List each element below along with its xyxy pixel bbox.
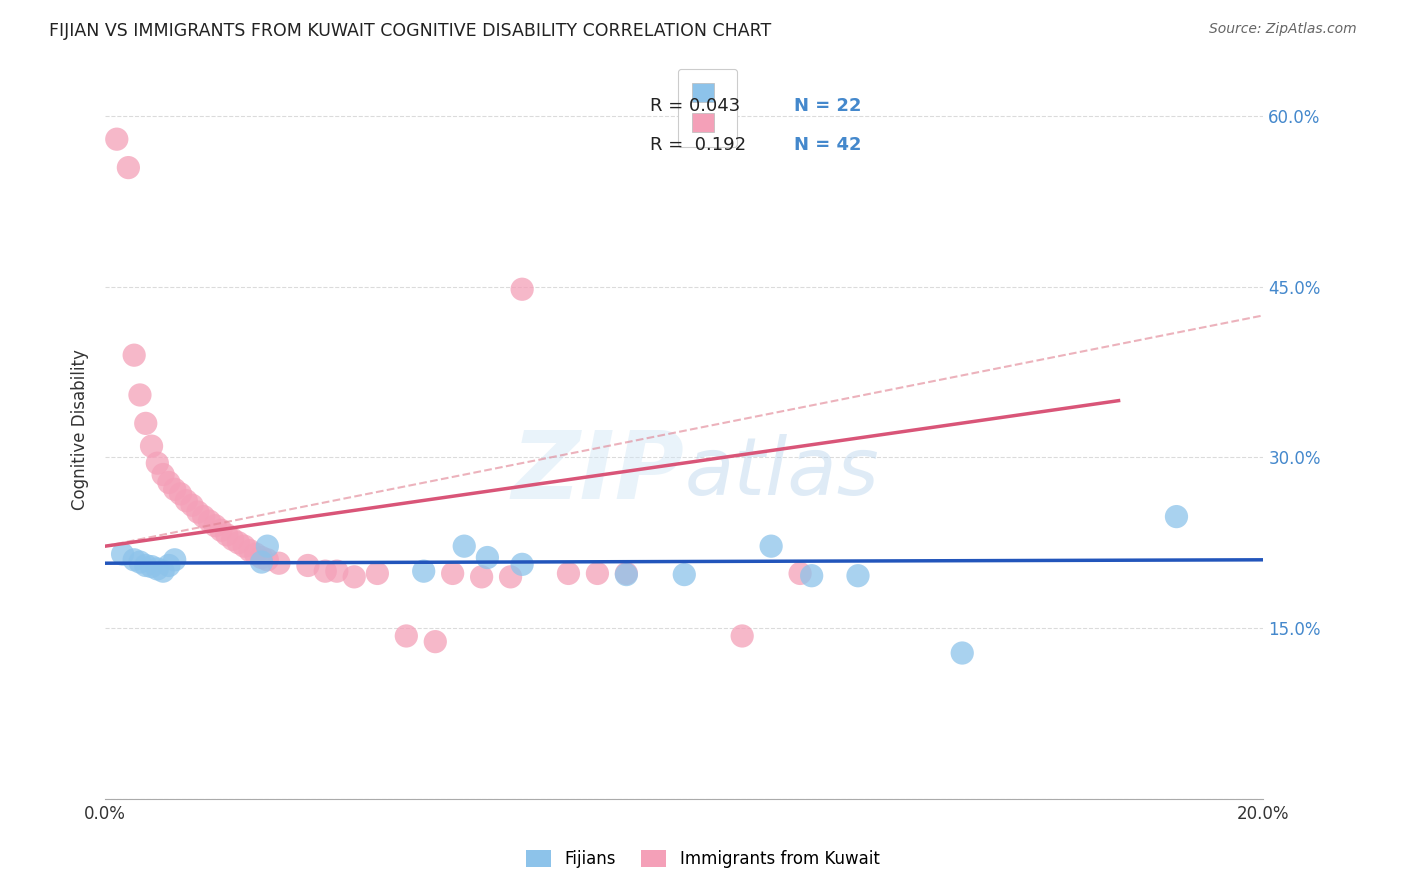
- Point: [673, 567, 696, 582]
- Point: [204, 518, 226, 533]
- Point: [256, 553, 278, 567]
- Point: [193, 509, 215, 524]
- Point: [122, 348, 145, 362]
- Point: [187, 505, 209, 519]
- Point: [366, 566, 388, 581]
- Point: [129, 555, 152, 569]
- Point: [221, 533, 243, 547]
- Point: [215, 528, 238, 542]
- Point: [326, 564, 349, 578]
- Text: N = 22: N = 22: [794, 97, 862, 115]
- Point: [731, 629, 754, 643]
- Point: [395, 629, 418, 643]
- Point: [800, 568, 823, 582]
- Point: [239, 543, 262, 558]
- Point: [141, 559, 163, 574]
- Point: [1166, 509, 1188, 524]
- Point: [228, 535, 250, 549]
- Point: [152, 564, 174, 578]
- Point: [950, 646, 973, 660]
- Point: [499, 570, 522, 584]
- Point: [146, 562, 169, 576]
- Point: [135, 558, 157, 573]
- Point: [157, 475, 180, 490]
- Point: [510, 282, 533, 296]
- Point: [412, 564, 434, 578]
- Point: [233, 539, 256, 553]
- Y-axis label: Cognitive Disability: Cognitive Disability: [72, 349, 89, 509]
- Point: [614, 566, 637, 581]
- Point: [267, 556, 290, 570]
- Point: [256, 539, 278, 553]
- Point: [181, 498, 204, 512]
- Point: [314, 564, 336, 578]
- Point: [157, 558, 180, 573]
- Legend: , : ,: [678, 69, 737, 147]
- Point: [441, 566, 464, 581]
- Point: [146, 456, 169, 470]
- Point: [117, 161, 139, 175]
- Point: [105, 132, 128, 146]
- Point: [471, 570, 494, 584]
- Point: [453, 539, 475, 553]
- Point: [343, 570, 366, 584]
- Text: Source: ZipAtlas.com: Source: ZipAtlas.com: [1209, 22, 1357, 37]
- Point: [245, 547, 267, 561]
- Point: [209, 523, 232, 537]
- Point: [425, 634, 447, 648]
- Point: [111, 547, 134, 561]
- Point: [141, 439, 163, 453]
- Point: [510, 558, 533, 572]
- Point: [152, 467, 174, 482]
- Point: [477, 550, 499, 565]
- Point: [135, 417, 157, 431]
- Text: FIJIAN VS IMMIGRANTS FROM KUWAIT COGNITIVE DISABILITY CORRELATION CHART: FIJIAN VS IMMIGRANTS FROM KUWAIT COGNITI…: [49, 22, 772, 40]
- Point: [557, 566, 579, 581]
- Point: [169, 487, 191, 501]
- Point: [174, 493, 197, 508]
- Point: [846, 568, 869, 582]
- Point: [250, 550, 273, 565]
- Text: N = 42: N = 42: [794, 136, 862, 153]
- Point: [789, 566, 811, 581]
- Text: R = 0.043: R = 0.043: [650, 97, 740, 115]
- Point: [297, 558, 319, 573]
- Point: [163, 553, 186, 567]
- Point: [586, 566, 609, 581]
- Point: [163, 483, 186, 497]
- Text: ZIP: ZIP: [512, 427, 685, 519]
- Point: [250, 555, 273, 569]
- Point: [129, 388, 152, 402]
- Point: [614, 567, 637, 582]
- Point: [759, 539, 782, 553]
- Point: [198, 514, 221, 528]
- Point: [122, 553, 145, 567]
- Text: atlas: atlas: [685, 434, 879, 512]
- Legend: Fijians, Immigrants from Kuwait: Fijians, Immigrants from Kuwait: [520, 843, 886, 875]
- Text: R =  0.192: R = 0.192: [650, 136, 745, 153]
